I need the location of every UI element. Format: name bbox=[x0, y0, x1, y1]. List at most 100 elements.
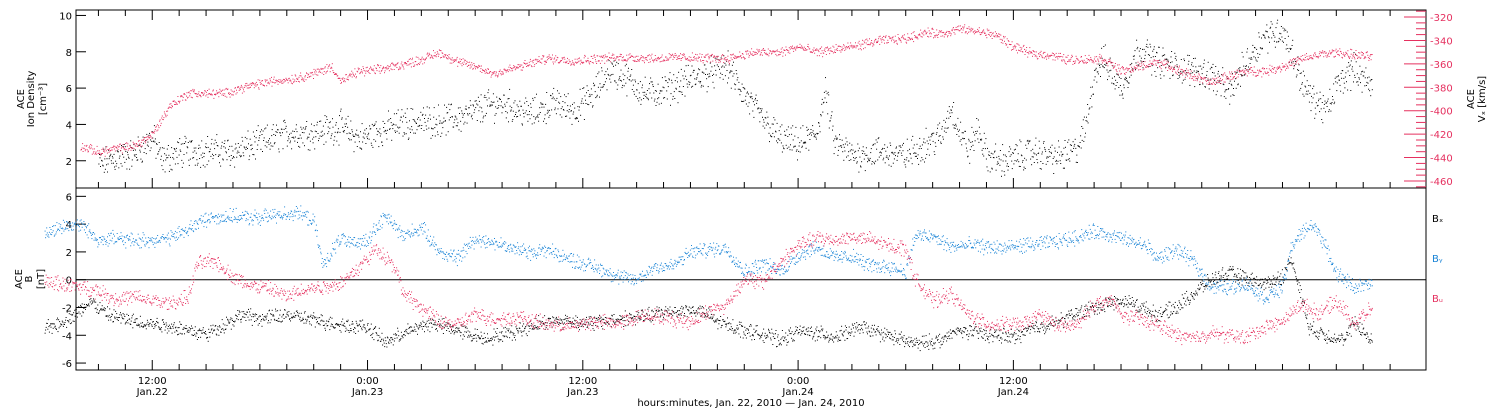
density-point bbox=[1285, 48, 1287, 50]
density-point bbox=[434, 127, 436, 129]
vx-point bbox=[1208, 83, 1209, 85]
vx-point bbox=[1114, 63, 1116, 64]
density-point bbox=[1191, 64, 1192, 66]
vx-point bbox=[258, 87, 260, 89]
density-point bbox=[1239, 67, 1241, 69]
vx-point bbox=[105, 150, 107, 152]
vx-point bbox=[124, 148, 126, 150]
density-point bbox=[721, 66, 723, 68]
vx-point bbox=[977, 28, 979, 30]
density-point bbox=[191, 141, 192, 142]
vx-point bbox=[248, 87, 250, 89]
vx-point bbox=[1280, 71, 1282, 73]
density-point bbox=[334, 131, 336, 133]
vx-point bbox=[421, 56, 423, 58]
density-point bbox=[1321, 119, 1323, 120]
density-point bbox=[186, 146, 188, 148]
vx-point bbox=[1336, 50, 1338, 52]
vx-point bbox=[1014, 47, 1016, 49]
vx-point bbox=[656, 57, 658, 59]
density-point bbox=[451, 103, 452, 105]
vx-point bbox=[628, 57, 630, 59]
vx-point bbox=[105, 148, 107, 150]
vx-point bbox=[684, 57, 686, 59]
density-point bbox=[860, 165, 861, 167]
density-point bbox=[707, 86, 709, 88]
density-point bbox=[137, 159, 139, 161]
vx-point bbox=[1184, 76, 1186, 78]
vx-point bbox=[1335, 48, 1337, 50]
vx-point bbox=[411, 59, 413, 61]
vx-point bbox=[1153, 64, 1155, 66]
vx-point bbox=[183, 93, 185, 95]
density-point bbox=[382, 120, 384, 122]
density-point bbox=[498, 97, 500, 99]
vx-point bbox=[237, 86, 239, 87]
vx-point bbox=[268, 81, 270, 83]
vx-point bbox=[1091, 59, 1093, 61]
density-point bbox=[1005, 156, 1007, 158]
density-point bbox=[1227, 89, 1229, 90]
vx-point bbox=[1296, 60, 1298, 62]
density-point bbox=[379, 128, 381, 130]
density-point bbox=[439, 122, 441, 124]
density-point bbox=[854, 158, 856, 160]
density-point bbox=[1040, 161, 1042, 162]
bx-point bbox=[96, 309, 98, 311]
density-point bbox=[206, 164, 208, 166]
density-point bbox=[1357, 84, 1359, 86]
vx-point bbox=[1209, 82, 1211, 84]
density-point bbox=[1209, 68, 1211, 70]
vx-point bbox=[436, 51, 438, 53]
density-point bbox=[457, 107, 459, 109]
density-point bbox=[902, 144, 903, 146]
density-point bbox=[970, 141, 972, 143]
vx-point bbox=[290, 82, 292, 84]
vx-point bbox=[332, 70, 334, 72]
density-point bbox=[863, 150, 865, 152]
density-point bbox=[272, 124, 274, 126]
density-point bbox=[773, 136, 775, 138]
vx-point bbox=[210, 94, 212, 96]
vx-point bbox=[540, 61, 542, 63]
density-point bbox=[1146, 39, 1148, 41]
vx-point bbox=[204, 90, 206, 92]
density-point bbox=[588, 104, 590, 106]
density-point bbox=[653, 92, 655, 94]
vx-point bbox=[282, 78, 284, 80]
density-point bbox=[1246, 51, 1248, 53]
density-point bbox=[936, 132, 938, 134]
vx-point bbox=[793, 47, 795, 49]
density-point bbox=[942, 136, 944, 138]
density-point bbox=[358, 136, 360, 138]
density-point bbox=[960, 121, 962, 123]
density-point bbox=[404, 133, 406, 135]
vx-point bbox=[1116, 71, 1118, 73]
vx-point bbox=[589, 63, 591, 65]
density-point bbox=[658, 103, 660, 105]
density-point bbox=[1054, 150, 1056, 152]
density-point bbox=[115, 160, 117, 162]
vx-point bbox=[735, 58, 737, 59]
density-point bbox=[663, 97, 664, 99]
density-point bbox=[1345, 72, 1347, 74]
vx-point bbox=[694, 56, 695, 58]
density-point bbox=[650, 81, 652, 83]
vx-point bbox=[362, 72, 363, 74]
vx-point bbox=[612, 53, 614, 55]
density-point bbox=[452, 116, 453, 118]
vx-point bbox=[944, 32, 946, 34]
bx-point bbox=[109, 308, 111, 310]
density-point bbox=[1065, 146, 1066, 148]
density-point bbox=[691, 65, 693, 67]
vx-point bbox=[593, 55, 595, 57]
bx-point bbox=[115, 316, 117, 318]
vx-point bbox=[842, 49, 843, 51]
vx-point bbox=[1364, 57, 1366, 59]
bx-point bbox=[95, 301, 97, 303]
vx-point bbox=[818, 55, 820, 57]
bx-point bbox=[104, 310, 106, 312]
vx-point bbox=[843, 45, 845, 47]
density-point bbox=[856, 162, 858, 164]
vx-point bbox=[712, 56, 714, 58]
